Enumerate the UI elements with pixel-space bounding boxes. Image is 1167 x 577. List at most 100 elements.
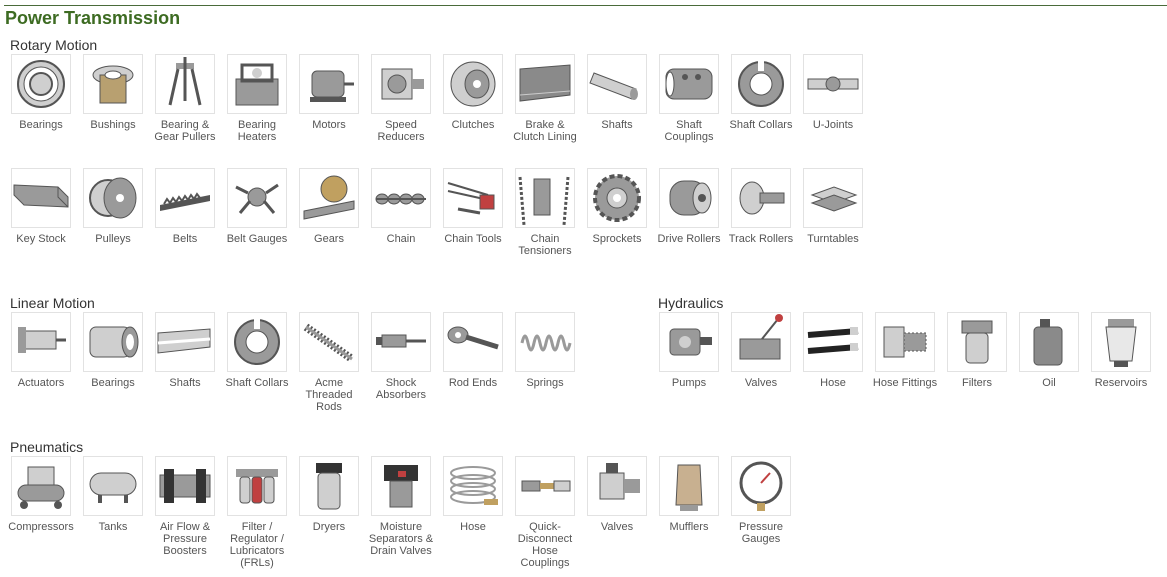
category-tile-rotary-motion-sprockets[interactable]: Sprockets [581,168,653,245]
electric-motor-icon[interactable] [299,54,359,114]
category-label[interactable]: Moisture Separators & Drain Valves [368,521,434,557]
category-label[interactable]: Bearings [19,119,63,131]
category-tile-linear-motion-springs[interactable]: Springs [509,312,581,389]
shock-absorber-icon[interactable] [371,312,431,372]
category-label[interactable]: Brake & Clutch Lining [513,119,577,143]
filter-icon[interactable] [947,312,1007,372]
pulley-icon[interactable] [83,168,143,228]
category-tile-rotary-motion-shaft-couplings[interactable]: Shaft Couplings [653,54,725,143]
category-label[interactable]: Track Rollers [728,233,794,245]
category-tile-pneumatics-air-flow-pressure-boosters[interactable]: Air Flow & Pressure Boosters [149,456,221,557]
category-label[interactable]: Shaft Collars [225,377,289,389]
category-tile-rotary-motion-motors[interactable]: Motors [293,54,365,131]
clutch-icon[interactable] [443,54,503,114]
category-tile-linear-motion-shafts[interactable]: Shafts [149,312,221,389]
category-label[interactable]: U-Joints [812,119,854,131]
air-tank-icon[interactable] [83,456,143,516]
category-tile-pneumatics-mufflers[interactable]: Mufflers [653,456,725,533]
category-tile-rotary-motion-clutches[interactable]: Clutches [437,54,509,131]
actuator-icon[interactable] [11,312,71,372]
category-label[interactable]: Gears [314,233,344,245]
category-tile-hydraulics-hose[interactable]: Hose [797,312,869,389]
category-tile-pneumatics-quick-disconnect-hose-couplings[interactable]: Quick-Disconnect Hose Couplings [509,456,581,569]
category-tile-rotary-motion-key-stock[interactable]: Key Stock [5,168,77,245]
drain-valve-icon[interactable] [371,456,431,516]
coiled-hose-icon[interactable] [443,456,503,516]
threaded-rod-icon[interactable] [299,312,359,372]
gear-puller-icon[interactable] [155,54,215,114]
category-tile-linear-motion-acme-threaded-rods[interactable]: Acme Threaded Rods [293,312,365,413]
category-tile-linear-motion-actuators[interactable]: Actuators [5,312,77,389]
category-label[interactable]: Chain Tensioners [518,233,572,257]
hose-fitting-icon[interactable] [875,312,935,372]
category-tile-hydraulics-filters[interactable]: Filters [941,312,1013,389]
shaft-coupling-icon[interactable] [659,54,719,114]
category-label[interactable]: Tanks [98,521,128,533]
timing-belt-icon[interactable] [155,168,215,228]
category-tile-linear-motion-bearings[interactable]: Bearings [77,312,149,389]
belt-gauge-icon[interactable] [227,168,287,228]
category-label[interactable]: Bearings [91,377,135,389]
category-label[interactable]: Key Stock [16,233,66,245]
bearing-heater-icon[interactable] [227,54,287,114]
category-label[interactable]: Quick-Disconnect Hose Couplings [517,521,573,569]
frl-icon[interactable] [227,456,287,516]
category-label[interactable]: Rod Ends [448,377,498,389]
shaft-collar-icon[interactable] [227,312,287,372]
hydraulic-pump-icon[interactable] [659,312,719,372]
category-tile-rotary-motion-chain-tensioners[interactable]: Chain Tensioners [509,168,581,257]
muffler-icon[interactable] [659,456,719,516]
reservoir-icon[interactable] [1091,312,1151,372]
category-label[interactable]: Mufflers [669,521,709,533]
category-label[interactable]: Dryers [312,521,346,533]
round-shaft-icon[interactable] [587,54,647,114]
category-label[interactable]: Acme Threaded Rods [305,377,353,413]
flanged-bushing-icon[interactable] [83,54,143,114]
category-label[interactable]: Clutches [451,119,495,131]
category-tile-rotary-motion-shafts[interactable]: Shafts [581,54,653,131]
category-label[interactable]: Hose [460,521,486,533]
category-label[interactable]: Belts [172,233,198,245]
category-label[interactable]: Valves [744,377,778,389]
lining-strip-icon[interactable] [515,54,575,114]
category-label[interactable]: Shaft Couplings [664,119,714,143]
category-tile-hydraulics-hose-fittings[interactable]: Hose Fittings [869,312,941,389]
roller-chain-icon[interactable] [371,168,431,228]
category-tile-hydraulics-oil[interactable]: Oil [1013,312,1085,389]
category-label[interactable]: Pulleys [95,233,131,245]
category-tile-linear-motion-shock-absorbers[interactable]: Shock Absorbers [365,312,437,401]
pressure-booster-icon[interactable] [155,456,215,516]
oil-jug-icon[interactable] [1019,312,1079,372]
category-tile-hydraulics-valves[interactable]: Valves [725,312,797,389]
linear-shaft-icon[interactable] [155,312,215,372]
category-tile-rotary-motion-gears[interactable]: Gears [293,168,365,245]
ball-bearing-icon[interactable] [11,54,71,114]
category-tile-rotary-motion-u-joints[interactable]: U-Joints [797,54,869,131]
category-tile-pneumatics-filter-regulator-lubricators-frls[interactable]: Filter / Regulator / Lubricators (FRLs) [221,456,293,569]
quick-coupling-icon[interactable] [515,456,575,516]
category-tile-rotary-motion-belt-gauges[interactable]: Belt Gauges [221,168,293,245]
category-tile-rotary-motion-chain-tools[interactable]: Chain Tools [437,168,509,245]
category-tile-pneumatics-moisture-separators-drain-valves[interactable]: Moisture Separators & Drain Valves [365,456,437,557]
category-tile-rotary-motion-chain[interactable]: Chain [365,168,437,245]
category-label[interactable]: Speed Reducers [377,119,425,143]
dryer-icon[interactable] [299,456,359,516]
category-tile-pneumatics-tanks[interactable]: Tanks [77,456,149,533]
category-label[interactable]: Filter / Regulator / Lubricators (FRLs) [229,521,285,569]
category-label[interactable]: Valves [600,521,634,533]
category-label[interactable]: Oil [1042,377,1056,389]
category-tile-rotary-motion-belts[interactable]: Belts [149,168,221,245]
category-label[interactable]: Chain Tools [444,233,502,245]
category-label[interactable]: Shafts [169,377,201,389]
category-tile-rotary-motion-bearings[interactable]: Bearings [5,54,77,131]
category-tile-rotary-motion-track-rollers[interactable]: Track Rollers [725,168,797,245]
category-label[interactable]: Drive Rollers [657,233,721,245]
pressure-gauge-icon[interactable] [731,456,791,516]
category-tile-rotary-motion-drive-rollers[interactable]: Drive Rollers [653,168,725,245]
category-tile-pneumatics-valves[interactable]: Valves [581,456,653,533]
category-label[interactable]: Bushings [90,119,136,131]
category-label[interactable]: Springs [526,377,564,389]
pneumatic-valve-icon[interactable] [587,456,647,516]
category-label[interactable]: Air Flow & Pressure Boosters [159,521,211,557]
drive-roller-icon[interactable] [659,168,719,228]
